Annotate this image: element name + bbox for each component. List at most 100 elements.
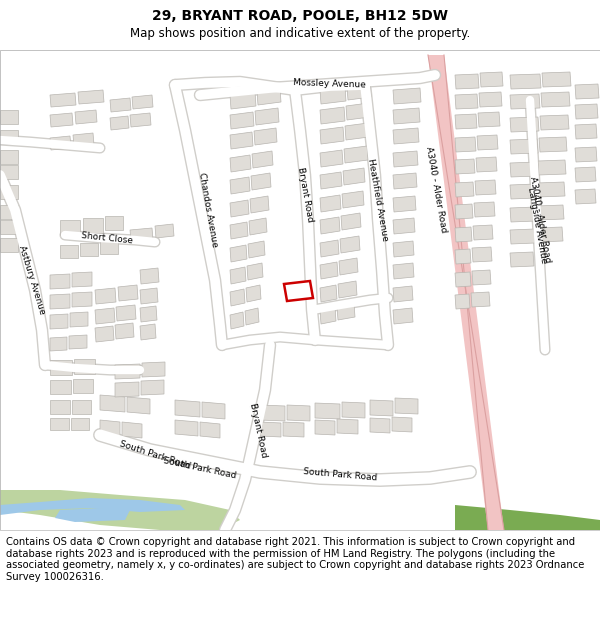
- Polygon shape: [575, 189, 596, 204]
- Polygon shape: [342, 402, 365, 418]
- Text: Langside Avenue: Langside Avenue: [526, 186, 548, 264]
- Polygon shape: [339, 258, 358, 275]
- Polygon shape: [95, 308, 115, 324]
- Polygon shape: [200, 422, 220, 438]
- Polygon shape: [254, 128, 277, 145]
- Polygon shape: [0, 130, 18, 144]
- Text: Chandos Avenue: Chandos Avenue: [197, 172, 219, 248]
- Polygon shape: [340, 236, 360, 253]
- Polygon shape: [510, 94, 540, 109]
- Polygon shape: [575, 84, 599, 99]
- Polygon shape: [347, 83, 371, 100]
- Polygon shape: [342, 191, 364, 208]
- Polygon shape: [337, 303, 355, 320]
- Polygon shape: [255, 108, 279, 125]
- Polygon shape: [455, 204, 473, 219]
- Polygon shape: [260, 422, 281, 437]
- Polygon shape: [338, 281, 357, 298]
- Polygon shape: [283, 422, 304, 437]
- Polygon shape: [0, 205, 18, 219]
- Polygon shape: [510, 162, 537, 177]
- Polygon shape: [344, 146, 368, 163]
- Polygon shape: [476, 157, 497, 172]
- Text: Bryant Road: Bryant Road: [248, 402, 268, 458]
- Polygon shape: [537, 182, 565, 197]
- Polygon shape: [455, 249, 471, 264]
- Polygon shape: [130, 113, 151, 127]
- Polygon shape: [510, 117, 539, 132]
- Polygon shape: [393, 88, 421, 104]
- Polygon shape: [110, 98, 131, 112]
- Polygon shape: [0, 238, 18, 252]
- Polygon shape: [320, 262, 338, 279]
- Polygon shape: [83, 218, 103, 233]
- Polygon shape: [71, 418, 89, 430]
- Polygon shape: [175, 420, 198, 436]
- Polygon shape: [0, 490, 240, 530]
- Polygon shape: [257, 88, 281, 105]
- Polygon shape: [537, 205, 564, 220]
- Polygon shape: [510, 229, 535, 244]
- Polygon shape: [475, 180, 496, 195]
- Text: A3040 - Alder Road: A3040 - Alder Road: [424, 146, 448, 234]
- Polygon shape: [130, 228, 153, 242]
- Polygon shape: [393, 286, 413, 302]
- Polygon shape: [115, 364, 140, 379]
- Polygon shape: [230, 177, 250, 194]
- Polygon shape: [245, 308, 259, 325]
- Polygon shape: [250, 196, 269, 213]
- Polygon shape: [50, 136, 71, 150]
- Polygon shape: [393, 151, 418, 167]
- Polygon shape: [230, 112, 254, 129]
- Polygon shape: [230, 132, 253, 149]
- Polygon shape: [472, 270, 491, 285]
- Polygon shape: [251, 173, 271, 190]
- Polygon shape: [230, 200, 249, 217]
- Polygon shape: [284, 281, 313, 301]
- Polygon shape: [455, 114, 477, 129]
- Polygon shape: [510, 207, 536, 222]
- Text: Contains OS data © Crown copyright and database right 2021. This information is : Contains OS data © Crown copyright and d…: [6, 537, 584, 582]
- Text: 29, BRYANT ROAD, POOLE, BH12 5DW: 29, BRYANT ROAD, POOLE, BH12 5DW: [152, 9, 448, 23]
- Polygon shape: [132, 95, 153, 109]
- Polygon shape: [471, 292, 490, 307]
- Polygon shape: [0, 150, 18, 164]
- Text: South Park Road: South Park Road: [163, 456, 237, 480]
- Polygon shape: [320, 195, 341, 212]
- Polygon shape: [0, 165, 18, 179]
- Polygon shape: [50, 113, 73, 127]
- Text: Heathfield Avenue: Heathfield Avenue: [366, 158, 390, 242]
- Polygon shape: [393, 108, 420, 124]
- Polygon shape: [260, 405, 285, 421]
- Polygon shape: [60, 245, 78, 258]
- Polygon shape: [346, 103, 370, 120]
- Polygon shape: [230, 155, 251, 172]
- Polygon shape: [230, 312, 244, 329]
- Text: Bryant Road: Bryant Road: [296, 167, 314, 223]
- Polygon shape: [115, 382, 139, 397]
- Polygon shape: [69, 335, 87, 349]
- Polygon shape: [320, 87, 346, 104]
- Polygon shape: [393, 308, 413, 324]
- Polygon shape: [455, 159, 475, 174]
- Polygon shape: [50, 294, 70, 309]
- Polygon shape: [141, 380, 164, 395]
- Polygon shape: [230, 267, 246, 284]
- Polygon shape: [55, 508, 130, 522]
- Polygon shape: [393, 241, 414, 257]
- Polygon shape: [541, 92, 570, 107]
- Polygon shape: [100, 395, 125, 412]
- Polygon shape: [320, 127, 344, 144]
- Polygon shape: [320, 307, 336, 324]
- Text: Map shows position and indicative extent of the property.: Map shows position and indicative extent…: [130, 28, 470, 41]
- Polygon shape: [320, 107, 345, 124]
- Polygon shape: [428, 55, 504, 530]
- Polygon shape: [140, 306, 157, 322]
- Polygon shape: [510, 184, 536, 199]
- Polygon shape: [287, 405, 310, 421]
- Polygon shape: [105, 216, 123, 230]
- Polygon shape: [455, 137, 476, 152]
- Polygon shape: [477, 135, 498, 150]
- Polygon shape: [252, 151, 273, 168]
- Polygon shape: [455, 94, 478, 109]
